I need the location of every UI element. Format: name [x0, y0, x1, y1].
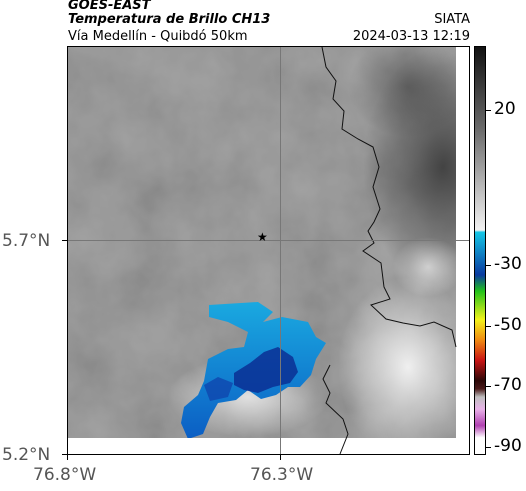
- colorbar-tick: [486, 326, 491, 327]
- colorbar-tick: [486, 110, 491, 111]
- lat-tick: [62, 240, 67, 241]
- colorbar-tick: [486, 386, 491, 387]
- colorbar-label: -30: [494, 254, 522, 274]
- colorbar-gradient: [475, 47, 485, 454]
- warm-surface-region: [338, 277, 469, 454]
- lon-label: 76.3°W: [250, 465, 314, 485]
- colorbar-tick: [486, 265, 491, 266]
- star-icon[interactable]: ★: [257, 230, 268, 244]
- coastline: [322, 364, 349, 454]
- colorbar-label: 20: [494, 99, 516, 119]
- colorbar-tick: [486, 447, 491, 448]
- cold-cloud-region-2: [348, 47, 468, 137]
- colorbar-label: -90: [494, 436, 522, 456]
- lat-tick: [62, 454, 67, 455]
- region-label: Vía Medellín - Quibdó 50km: [68, 29, 248, 44]
- satellite-map[interactable]: ★: [67, 46, 470, 455]
- lat-label: 5.2°N: [2, 445, 51, 465]
- meridian-line: [280, 47, 281, 454]
- lon-tick: [67, 455, 68, 460]
- convection-cell: [204, 377, 233, 401]
- colorbar: [474, 46, 486, 455]
- satellite-label: GOES-EAST: [68, 0, 151, 13]
- colorbar-label: -50: [494, 315, 522, 335]
- parallel-line: [68, 240, 469, 241]
- organization-label: SIATA: [434, 12, 470, 27]
- lon-label: 76.8°W: [33, 465, 97, 485]
- no-data-strip-right: [456, 47, 469, 454]
- timestamp: 2024-03-13 12:19: [352, 29, 470, 44]
- lon-tick: [280, 455, 281, 460]
- political-border: [321, 47, 457, 348]
- lat-label: 5.7°N: [2, 231, 51, 251]
- map-canvas: [68, 47, 469, 454]
- convection-core: [234, 347, 298, 393]
- product-title: Temperatura de Brillo CH13: [68, 12, 271, 27]
- colorbar-label: -70: [494, 375, 522, 395]
- warm-surface-region-3: [393, 237, 463, 297]
- no-data-strip: [68, 438, 469, 454]
